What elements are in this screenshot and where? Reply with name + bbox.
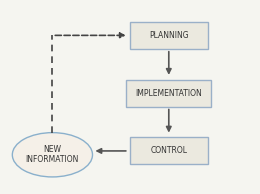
Text: IMPLEMENTATION: IMPLEMENTATION: [135, 89, 202, 98]
Text: NEW
INFORMATION: NEW INFORMATION: [26, 145, 79, 165]
FancyBboxPatch shape: [130, 137, 207, 164]
FancyBboxPatch shape: [126, 80, 211, 107]
Text: PLANNING: PLANNING: [149, 31, 188, 40]
FancyBboxPatch shape: [130, 22, 207, 49]
Text: CONTROL: CONTROL: [150, 146, 187, 155]
Ellipse shape: [12, 133, 93, 177]
